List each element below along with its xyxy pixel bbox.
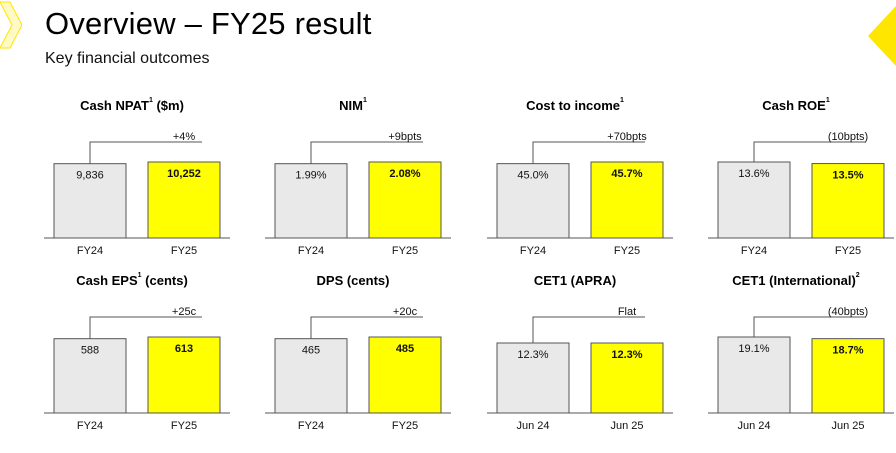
category-label: FY25 bbox=[835, 245, 861, 257]
chart-svg: +20c 465 FY24 485 FY25 bbox=[265, 306, 451, 432]
chart-panel: Cash NPAT1 ($m) +4% 9,836 FY24 10,252 FY25 bbox=[22, 97, 242, 278]
category-label: FY24 bbox=[298, 245, 324, 257]
chart-title: CET1 (APRA) bbox=[533, 273, 617, 288]
bar-value-label: 13.5% bbox=[832, 170, 863, 182]
category-label: FY24 bbox=[520, 245, 546, 257]
category-label: FY25 bbox=[392, 245, 418, 257]
current-bar bbox=[811, 163, 885, 239]
category-label: Jun 25 bbox=[610, 420, 643, 432]
chart-title: Cash ROE1 bbox=[762, 97, 830, 113]
change-connector bbox=[310, 141, 423, 164]
bar-value-label: 613 bbox=[175, 343, 193, 355]
change-connector bbox=[532, 316, 645, 343]
category-label: FY25 bbox=[614, 245, 640, 257]
change-connector bbox=[89, 141, 202, 164]
current-bar bbox=[147, 161, 221, 239]
category-label: Jun 24 bbox=[737, 420, 770, 432]
chart-svg: +25c 588 FY24 613 FY25 bbox=[44, 306, 230, 432]
change-label: +4% bbox=[173, 131, 196, 143]
chart-panel: Cost to income1 +70bpts 45.0% FY24 45.7% FY2… bbox=[465, 97, 685, 278]
chart-title: Cost to income1 bbox=[526, 97, 624, 113]
corner-chevron-left bbox=[0, 1, 22, 49]
change-connector bbox=[753, 316, 866, 337]
change-connector bbox=[753, 141, 866, 162]
bar-value-label: 12.3% bbox=[611, 349, 642, 361]
category-label: FY25 bbox=[171, 420, 197, 432]
corner-chevron-right bbox=[868, 6, 896, 66]
bar-value-label: 18.7% bbox=[832, 345, 863, 357]
chart-title: CET1 (International)2 bbox=[732, 272, 860, 288]
prior-bar bbox=[496, 163, 570, 239]
bar-value-label: 19.1% bbox=[738, 343, 769, 355]
chart-panel: CET1 (International)2 (40bpts) 19.1% Jun 2… bbox=[686, 272, 896, 453]
chart-svg: Flat 12.3% Jun 24 12.3% Jun 25 bbox=[487, 306, 673, 432]
change-label: (40bpts) bbox=[828, 306, 868, 318]
current-bar bbox=[368, 336, 442, 414]
chart-panel: DPS (cents) +20c 465 FY24 485 FY25 bbox=[243, 273, 463, 453]
chart-title: NIM1 bbox=[339, 97, 367, 113]
prior-bar bbox=[717, 161, 791, 239]
category-label: Jun 24 bbox=[516, 420, 549, 432]
chart-svg: (40bpts) 19.1% Jun 24 18.7% Jun 25 bbox=[708, 306, 894, 432]
chart-panel: Cash ROE1 (10bpts) 13.6% FY24 13.5% FY25 bbox=[686, 97, 896, 278]
change-connector bbox=[532, 141, 645, 164]
prior-bar bbox=[496, 342, 570, 414]
bar-value-label: 45.7% bbox=[611, 168, 642, 180]
current-bar bbox=[590, 342, 664, 414]
category-label: FY25 bbox=[171, 245, 197, 257]
category-label: FY25 bbox=[392, 420, 418, 432]
change-connector bbox=[310, 316, 423, 339]
chart-title: Cash NPAT1 ($m) bbox=[80, 97, 184, 113]
change-label: +70bpts bbox=[607, 131, 647, 143]
current-bar bbox=[590, 161, 664, 239]
page-title: Overview – FY25 result bbox=[45, 6, 372, 41]
prior-bar bbox=[274, 163, 348, 239]
chart-svg: +4% 9,836 FY24 10,252 FY25 bbox=[44, 131, 230, 257]
bar-value-label: 1.99% bbox=[295, 170, 326, 182]
bar-value-label: 12.3% bbox=[517, 349, 548, 361]
current-bar bbox=[368, 161, 442, 239]
prior-bar bbox=[717, 336, 791, 414]
change-label: +9bpts bbox=[388, 131, 422, 143]
bar-value-label: 10,252 bbox=[167, 168, 201, 180]
chart-svg: +70bpts 45.0% FY24 45.7% FY25 bbox=[487, 131, 673, 257]
bar-value-label: 13.6% bbox=[738, 168, 769, 180]
bar-value-label: 45.0% bbox=[517, 170, 548, 182]
bar-value-label: 465 bbox=[302, 345, 320, 357]
chart-svg: +9bpts 1.99% FY24 2.08% FY25 bbox=[265, 131, 451, 257]
chart-panel: CET1 (APRA) Flat 12.3% Jun 24 12.3% Jun 25 bbox=[465, 273, 685, 453]
category-label: FY24 bbox=[741, 245, 767, 257]
category-label: FY24 bbox=[77, 245, 103, 257]
chart-panel: Cash EPS1 (cents) +25c 588 FY24 613 FY25 bbox=[22, 272, 242, 453]
chart-panel: NIM1 +9bpts 1.99% FY24 2.08% FY25 bbox=[243, 97, 463, 278]
change-label: +25c bbox=[172, 306, 197, 318]
chart-title: DPS (cents) bbox=[316, 273, 390, 288]
prior-bar bbox=[274, 338, 348, 414]
category-label: FY24 bbox=[77, 420, 103, 432]
prior-bar bbox=[53, 338, 127, 414]
bar-value-label: 2.08% bbox=[389, 168, 420, 180]
bar-value-label: 9,836 bbox=[76, 170, 104, 182]
bar-value-label: 588 bbox=[81, 345, 99, 357]
change-label: Flat bbox=[618, 306, 636, 318]
page-subtitle: Key financial outcomes bbox=[45, 50, 210, 67]
change-label: (10bpts) bbox=[828, 131, 868, 143]
category-label: Jun 25 bbox=[831, 420, 864, 432]
category-label: FY24 bbox=[298, 420, 324, 432]
prior-bar bbox=[53, 163, 127, 239]
bar-value-label: 485 bbox=[396, 343, 414, 355]
current-bar bbox=[147, 336, 221, 414]
chart-title: Cash EPS1 (cents) bbox=[76, 272, 188, 288]
change-connector bbox=[89, 316, 202, 339]
change-label: +20c bbox=[393, 306, 418, 318]
chart-svg: (10bpts) 13.6% FY24 13.5% FY25 bbox=[708, 131, 894, 257]
